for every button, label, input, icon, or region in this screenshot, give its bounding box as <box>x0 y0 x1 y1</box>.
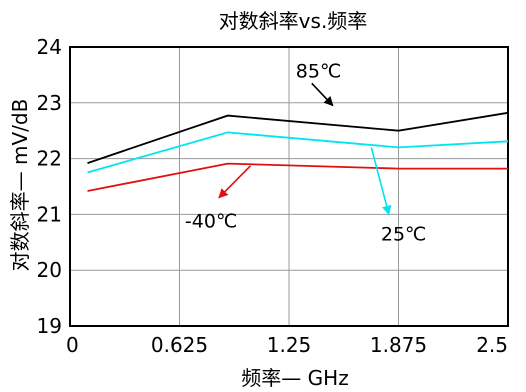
annotation-label: 85℃ <box>296 60 342 82</box>
annotation-label: 25℃ <box>381 223 427 245</box>
tick-labels: 0 0.625 1.25 1.875 2.5 19 20 21 22 23 24 <box>37 35 508 357</box>
series-line-85C <box>87 111 509 164</box>
series-lines <box>87 111 509 192</box>
series-line-25C <box>87 131 509 174</box>
annotation-arrow <box>370 147 392 216</box>
annotations: 85℃ 25℃ -40℃ <box>185 60 426 245</box>
annotation-label: -40℃ <box>185 211 237 233</box>
y-tick-label: 22 <box>37 147 62 171</box>
annotation-arrow <box>218 165 252 199</box>
y-tick-label: 24 <box>37 35 62 59</box>
y-tick-label: 19 <box>37 314 62 338</box>
plot-border <box>69 46 509 327</box>
x-axis-label: 频率— GHz <box>241 366 348 390</box>
chart-title: 对数斜率vs.频率 <box>219 9 368 33</box>
x-tick-label: 0.625 <box>151 333 208 357</box>
grid-lines <box>70 47 508 326</box>
plot-frame <box>69 46 509 327</box>
y-tick-label: 21 <box>37 202 62 226</box>
annotation-arrow <box>311 82 334 107</box>
x-tick-label: 2.5 <box>476 333 508 357</box>
x-tick-label: 1.25 <box>267 333 312 357</box>
y-tick-label: 23 <box>37 91 62 115</box>
x-tick-label: 1.875 <box>370 333 427 357</box>
x-tick-label: 0 <box>66 333 79 357</box>
y-axis-label: 对数斜率— mV/dB <box>8 99 32 272</box>
y-tick-label: 20 <box>37 258 62 282</box>
series-line--40C <box>87 162 508 192</box>
